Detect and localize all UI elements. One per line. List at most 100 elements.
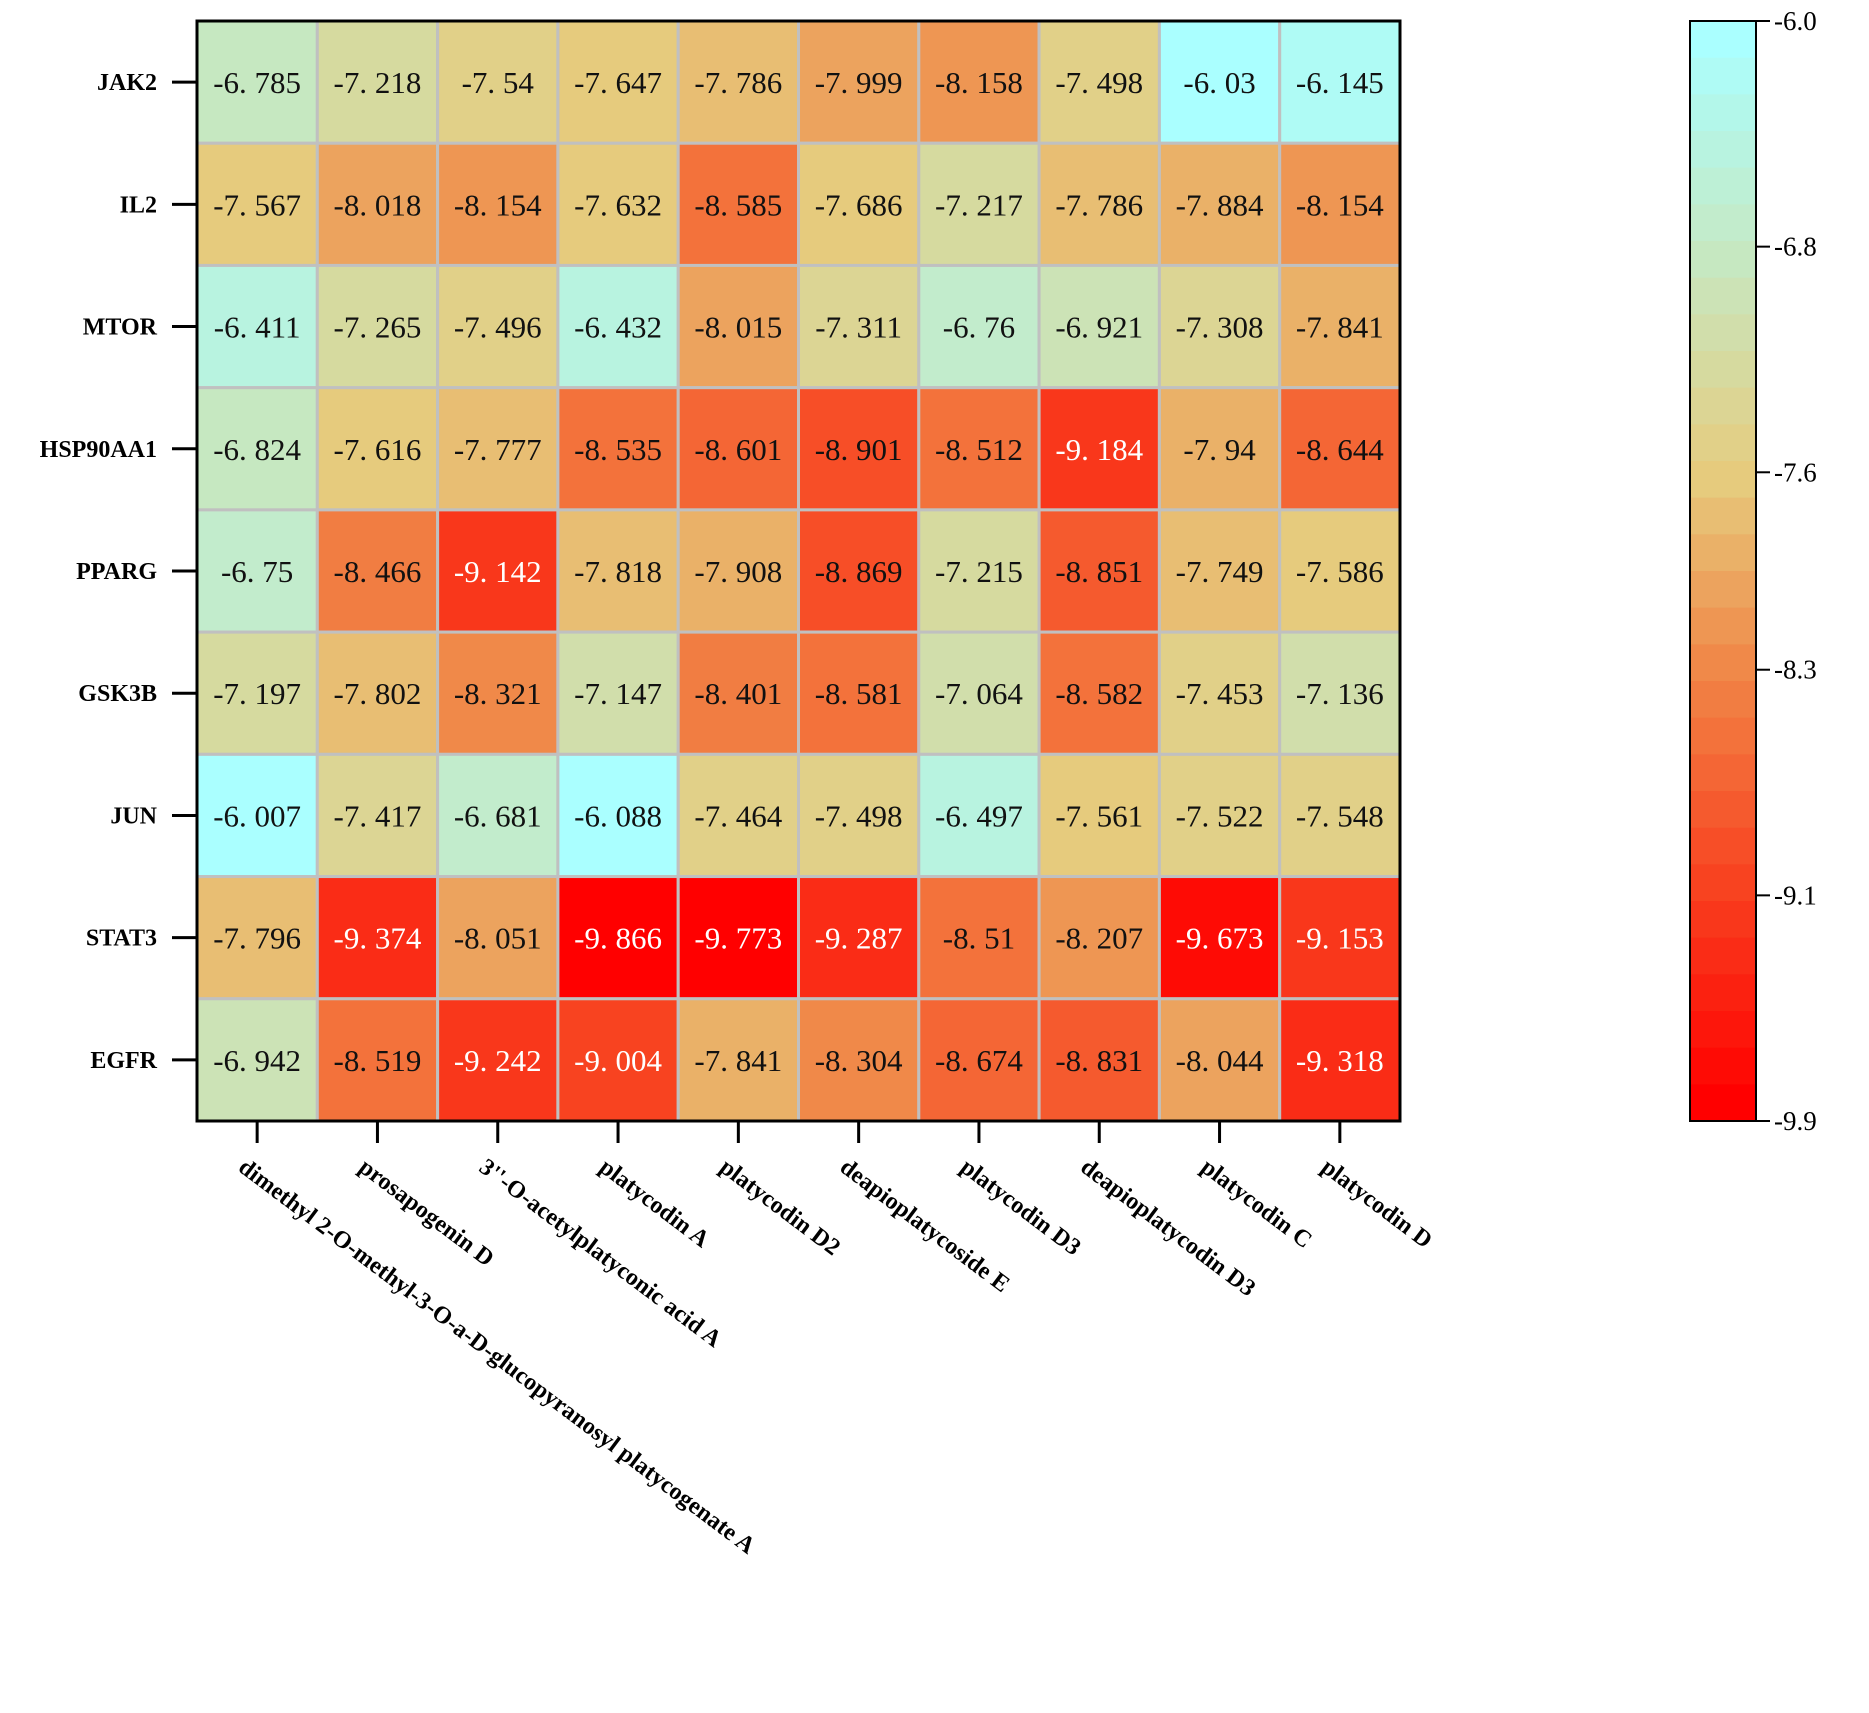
row-labels: JAK2 IL2 MTOR HSP90AA1 PPARG GSK3B JUN STAT3 EGF… — [40, 70, 197, 1074]
cell-value-label: -7. 218 — [334, 65, 422, 100]
row-label: MTOR — [83, 315, 158, 341]
cell-value-label: -7. 908 — [694, 554, 782, 589]
cell-value-label: -6. 824 — [213, 432, 301, 467]
cell-value-label: -7. 548 — [1296, 798, 1384, 833]
heatmap-cell — [797, 752, 921, 879]
colorbar-band — [1690, 754, 1756, 792]
heatmap-cell — [676, 997, 801, 1123]
colorbar-band — [1690, 424, 1756, 462]
cell-value-label: -7. 749 — [1176, 554, 1264, 589]
cell-value-label: -7. 417 — [334, 798, 422, 833]
cell-value-label: -7. 786 — [1055, 187, 1143, 222]
cell-value-label: -6. 76 — [943, 310, 1015, 345]
cell-value-label: -8. 869 — [815, 554, 903, 589]
heatmap-cell — [917, 141, 1041, 267]
row-label: HSP90AA1 — [40, 437, 157, 463]
colorbar-frame — [1689, 20, 1757, 1122]
heatmap-cell — [1157, 508, 1282, 634]
row-label: GSK3B — [78, 681, 157, 707]
cell-value-label: -7. 498 — [815, 798, 903, 833]
cell-value-label: -6. 145 — [1296, 65, 1384, 100]
heatmap-cell — [315, 141, 440, 267]
cell-value-label: -8. 158 — [935, 65, 1023, 100]
cell-value-label: -6. 007 — [213, 798, 301, 833]
cell-value-label: -9. 374 — [334, 921, 422, 956]
cell-value-label: -7. 496 — [454, 310, 542, 345]
colorbar-tick-label: -8.3 — [1774, 655, 1817, 685]
cell-value-label: -8. 015 — [694, 310, 782, 345]
cell-value-label: -7. 147 — [574, 676, 662, 711]
heatmap-cell — [797, 386, 921, 512]
cell-value-label: -7. 215 — [935, 554, 1023, 589]
cell-value-label: -7. 586 — [1296, 554, 1384, 589]
cell-value-label: -7. 217 — [935, 187, 1023, 222]
cell-value-label: -8. 154 — [1296, 187, 1384, 222]
heatmap-cell — [917, 386, 1041, 512]
cell-value-label: -6. 75 — [221, 554, 293, 589]
heatmap-cell — [556, 141, 680, 267]
heatmap-cell — [917, 263, 1041, 390]
colorbar-band — [1690, 791, 1756, 829]
heatmap-cell — [797, 630, 921, 756]
heatmap-cell — [676, 630, 801, 756]
cell-value-label: -8. 466 — [334, 554, 422, 589]
heatmap-cell — [1278, 19, 1402, 145]
heatmap-cell — [1157, 263, 1282, 390]
heatmap-cell — [1037, 141, 1161, 267]
colorbar-band — [1690, 681, 1756, 719]
cell-value-label: -7. 498 — [1055, 65, 1143, 100]
heatmap-cell — [1157, 141, 1282, 267]
cell-value-label: -8. 585 — [694, 187, 782, 222]
cell-value-label: -8. 831 — [1055, 1043, 1143, 1078]
colorbar-band — [1690, 94, 1756, 132]
colorbar-band — [1690, 57, 1756, 95]
colorbar-band — [1690, 167, 1756, 205]
colorbar-band — [1690, 387, 1756, 425]
column-label: platycodin C — [1196, 1154, 1317, 1254]
colorbar-band — [1690, 607, 1756, 645]
cell-value-label: -7. 632 — [574, 187, 662, 222]
colorbar-band — [1690, 974, 1756, 1012]
colorbar-band — [1690, 864, 1756, 902]
cell-value-label: -9. 004 — [574, 1043, 662, 1078]
colorbar-band — [1690, 351, 1756, 389]
cell-value-label: -7. 786 — [694, 65, 782, 100]
cell-value-label: -7. 802 — [334, 676, 422, 711]
cell-value-label: -9. 773 — [694, 921, 782, 956]
cell-value-label: -6. 432 — [574, 310, 662, 345]
heatmap-cell — [1037, 875, 1161, 1001]
cell-value-label: -7. 818 — [574, 554, 662, 589]
colorbar-band — [1690, 241, 1756, 279]
cell-value-label: -9. 242 — [454, 1043, 542, 1078]
cell-value-label: -8. 851 — [1055, 554, 1143, 589]
cell-value-label: -7. 796 — [213, 921, 301, 956]
column-label: platycodin A — [594, 1154, 714, 1253]
heatmap-cell — [797, 508, 921, 634]
colorbar-tick-label: -9.9 — [1774, 1106, 1817, 1136]
heatmap-cell — [797, 19, 921, 145]
cell-value-label: -6. 088 — [574, 798, 662, 833]
cell-value-label: -7. 567 — [213, 187, 301, 222]
cell-value-label: -6. 497 — [935, 798, 1023, 833]
colorbar-band — [1690, 827, 1756, 865]
heatmap-cell — [917, 508, 1041, 634]
heatmap-cell — [315, 263, 440, 390]
cell-value-label: -7. 265 — [334, 310, 422, 345]
colorbar-band — [1690, 937, 1756, 975]
heatmap-cell — [195, 752, 319, 879]
colorbar: -6.0 -6.8 -7.6 -8.3 -9.1 -9.9 — [1689, 6, 1817, 1136]
heatmap-cell — [436, 875, 560, 1001]
cell-value-label: -9. 287 — [815, 921, 903, 956]
heatmap-cell — [556, 875, 680, 1001]
cell-value-label: -7. 616 — [334, 432, 422, 467]
column-label: 3''-O-acetylplatyconic acid A — [474, 1154, 727, 1353]
heatmap-cell — [1037, 752, 1161, 879]
cell-value-label: -8. 581 — [815, 676, 903, 711]
cell-value-label: -7. 647 — [574, 65, 662, 100]
colorbar-tick-label: -9.1 — [1774, 880, 1817, 910]
cell-value-label: -7. 464 — [694, 798, 782, 833]
colorbar-band — [1690, 21, 1756, 59]
cell-value-label: -8. 044 — [1176, 1043, 1264, 1078]
cell-value-label: -9. 142 — [454, 554, 542, 589]
heatmap-cell — [797, 141, 921, 267]
